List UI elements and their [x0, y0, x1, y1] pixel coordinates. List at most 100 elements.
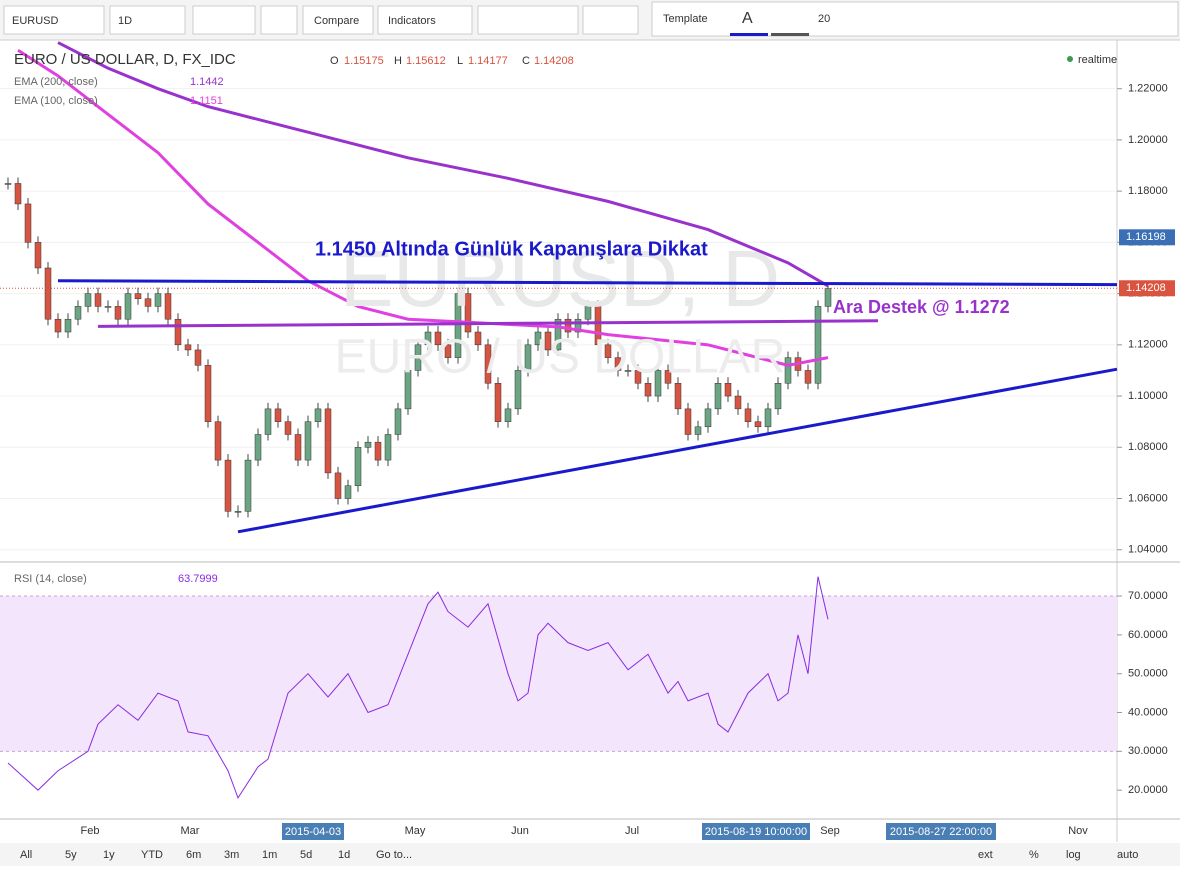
range-btn[interactable]: 5d [300, 849, 312, 861]
candle [284, 421, 292, 435]
candle [324, 408, 332, 474]
rsi-name: RSI (14, close) [14, 573, 87, 585]
candle [214, 421, 222, 461]
candle [94, 293, 102, 307]
candle [524, 344, 532, 371]
option-btn[interactable]: log [1066, 849, 1081, 861]
candle [604, 344, 612, 358]
symbol-box[interactable] [3, 5, 105, 35]
range-btn[interactable]: 1d [338, 849, 350, 861]
candle [774, 383, 782, 410]
candle [724, 383, 732, 397]
candle [344, 485, 352, 499]
candle [384, 434, 392, 461]
candle [314, 408, 322, 422]
candle [584, 306, 592, 320]
candle [744, 408, 752, 422]
price-marker-label: 1.16198 [1126, 231, 1166, 243]
alerts[interactable] [477, 5, 579, 35]
option-btn[interactable]: auto [1117, 849, 1138, 861]
font-size[interactable]: 20 [818, 13, 830, 25]
rsi-tick-label: 20.0000 [1128, 784, 1168, 796]
highlight-box [886, 823, 996, 840]
undo-redo[interactable] [582, 5, 639, 35]
interval-box[interactable] [109, 5, 186, 35]
candle [754, 421, 762, 428]
trend-line [237, 367, 1118, 534]
price-tick-label: 1.12000 [1128, 339, 1168, 351]
range-btn[interactable]: 6m [186, 849, 201, 861]
candle [154, 293, 162, 307]
range-btn[interactable]: Go to... [376, 849, 412, 861]
trend-line [97, 319, 879, 328]
candle [74, 306, 82, 320]
rsi-band [0, 596, 1117, 752]
candle [564, 318, 572, 333]
realtime-dot [1067, 56, 1073, 62]
l-label: L [457, 55, 463, 67]
time-label: Feb [81, 825, 100, 837]
rsi-line [7, 576, 829, 800]
price-tick-label: 1.08000 [1128, 441, 1168, 453]
candle [614, 357, 622, 371]
text-color [730, 33, 768, 36]
open: 1.15175 [344, 55, 384, 67]
candle [644, 383, 652, 397]
candle [824, 288, 832, 307]
low: 1.14177 [468, 55, 508, 67]
candle [394, 408, 402, 435]
price-tick-label: 1.22000 [1128, 83, 1168, 95]
range-btn[interactable]: 1m [262, 849, 277, 861]
candle [534, 331, 542, 346]
indicators-btn[interactable] [377, 5, 473, 35]
price-tick-label: 1.06000 [1128, 492, 1168, 504]
close: 1.14208 [534, 55, 574, 67]
compare-btn[interactable] [302, 5, 374, 35]
candle [304, 421, 312, 461]
c-label: C [522, 55, 530, 67]
candle [764, 408, 772, 428]
candle [194, 349, 202, 366]
candle [4, 183, 12, 185]
candle [14, 183, 22, 205]
ema200-name: EMA (200, close) [14, 76, 98, 88]
candle [174, 318, 182, 346]
price-marker [1119, 229, 1175, 246]
candle [454, 293, 462, 358]
option-btn[interactable]: ext [978, 849, 993, 861]
time-label: Jun [511, 825, 529, 837]
ema100-name: EMA (100, close) [14, 95, 98, 107]
candle [424, 331, 432, 346]
watermark-symbol: EURUSD, D [340, 234, 780, 323]
highlight-box [702, 823, 810, 840]
range-btn[interactable]: 3m [224, 849, 239, 861]
candle [124, 293, 132, 320]
option-btn[interactable]: % [1029, 849, 1039, 861]
rsi-tick-label: 40.0000 [1128, 706, 1168, 718]
range-btn[interactable]: All [20, 849, 32, 861]
compare[interactable]: Compare [314, 15, 359, 27]
settings[interactable] [260, 5, 298, 35]
range-btn[interactable]: 1y [103, 849, 115, 861]
range-btn[interactable]: 5y [65, 849, 77, 861]
watermark-description: EURO / US DOLLAR [335, 331, 786, 384]
rsi-tick-label: 30.0000 [1128, 745, 1168, 757]
interval[interactable]: 1D [118, 15, 132, 27]
rsi-tick-label: 60.0000 [1128, 629, 1168, 641]
candle [64, 318, 72, 333]
text-tool[interactable]: A [742, 10, 753, 27]
symbol[interactable]: EURUSD [12, 15, 59, 27]
candle [114, 306, 122, 320]
range-btn[interactable]: YTD [141, 849, 163, 861]
candle [334, 472, 342, 499]
candle [504, 408, 512, 422]
candle [574, 318, 582, 333]
trend-line [57, 279, 1118, 287]
candle [664, 370, 672, 384]
chart-style[interactable] [192, 5, 256, 35]
indicators[interactable]: Indicators [388, 15, 436, 27]
rsi-value: 63.7999 [178, 573, 218, 585]
price-marker [1119, 280, 1175, 297]
candle [654, 370, 662, 397]
template[interactable]: Template [663, 13, 708, 25]
